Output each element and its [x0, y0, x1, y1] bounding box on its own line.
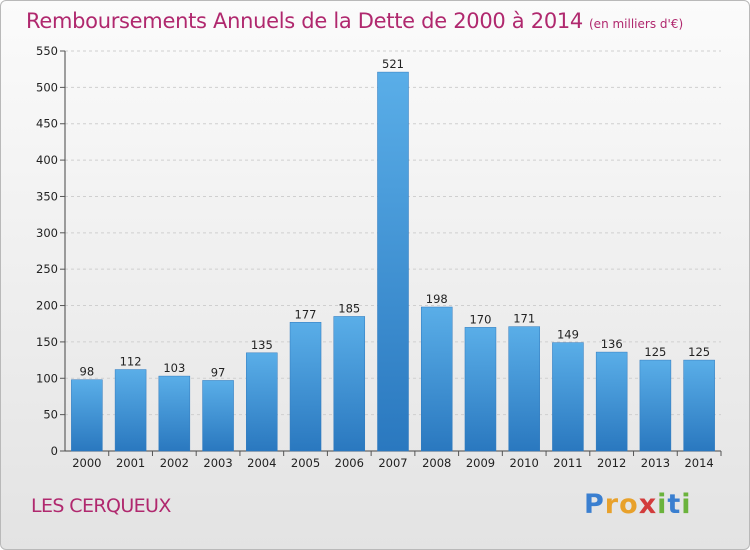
x-tick-label: 2011	[553, 456, 582, 470]
value-label: 135	[251, 338, 273, 352]
bar	[202, 380, 234, 452]
logo-letter: o	[619, 489, 639, 520]
value-label: 125	[688, 345, 710, 359]
x-tick-label: 2010	[510, 456, 539, 470]
x-tick-label: 2001	[116, 456, 145, 470]
x-axis-ticks: 2000 2001 2002 2003 2004 2005 2006 2007 2008 2009…	[72, 451, 722, 470]
logo-letter: i	[657, 489, 668, 520]
bar	[114, 369, 147, 452]
bar	[683, 359, 715, 452]
logo-letter: r	[604, 489, 620, 520]
bar	[158, 375, 191, 452]
x-tick-label: 2000	[72, 456, 101, 470]
x-tick-label: 2013	[641, 456, 670, 470]
chart-title-text: Remboursements Annuels de la Dette de 20…	[26, 9, 583, 33]
y-axis-ticks: 0 50 100 150 200 250 300 350 400 450 500 550	[36, 44, 65, 458]
x-tick-label: 2009	[466, 456, 495, 470]
y-tick-label: 300	[36, 226, 58, 240]
bar	[246, 352, 278, 452]
value-label: 136	[601, 337, 623, 351]
value-label: 125	[644, 345, 666, 359]
chart-subtitle: (en milliers d'€)	[589, 17, 684, 31]
value-label: 97	[211, 365, 226, 379]
y-tick-label: 550	[36, 44, 58, 58]
x-tick-label: 2005	[291, 456, 320, 470]
y-tick-label: 500	[36, 80, 58, 94]
value-label: 103	[163, 361, 185, 375]
bar	[377, 71, 409, 452]
y-tick-label: 50	[43, 408, 58, 422]
y-tick-label: 400	[36, 153, 58, 167]
y-tick-label: 0	[51, 444, 58, 458]
x-tick-label: 2004	[247, 456, 276, 470]
value-label: 198	[426, 292, 448, 306]
value-label: 98	[80, 365, 95, 379]
logo-letter: x	[638, 489, 658, 520]
value-label: 149	[557, 328, 579, 342]
logo-letter: P	[584, 489, 605, 520]
proxiti-logo: Proxiti	[584, 489, 692, 520]
bar	[71, 379, 103, 452]
x-tick-label: 2007	[378, 456, 407, 470]
x-tick-label: 2002	[160, 456, 189, 470]
y-tick-label: 350	[36, 189, 58, 203]
chart-title: Remboursements Annuels de la Dette de 20…	[26, 9, 683, 33]
bar	[420, 306, 453, 452]
value-label: 177	[295, 307, 317, 321]
value-label: 112	[120, 355, 142, 369]
bar	[508, 326, 540, 452]
logo-letter: t	[667, 489, 682, 520]
y-tick-label: 150	[36, 335, 58, 349]
x-tick-label: 2006	[335, 456, 364, 470]
bar	[289, 322, 322, 452]
bar	[552, 342, 584, 452]
y-tick-label: 200	[36, 299, 58, 313]
y-tick-label: 250	[36, 262, 58, 276]
x-tick-label: 2003	[203, 456, 232, 470]
x-tick-label: 2012	[597, 456, 626, 470]
value-label: 521	[382, 57, 404, 71]
bar	[333, 316, 366, 452]
bar	[464, 327, 497, 452]
x-tick-label: 2008	[422, 456, 451, 470]
value-label: 170	[469, 312, 491, 326]
bar	[595, 351, 628, 452]
x-tick-label: 2014	[684, 456, 713, 470]
value-labels: 98 112 103 97 135 177 185 521 198 170 171 149 136 125…	[80, 57, 711, 379]
value-label: 185	[338, 301, 360, 315]
value-label: 171	[513, 312, 535, 326]
bar	[639, 359, 672, 452]
y-tick-label: 100	[36, 371, 58, 385]
commune-name: LES CERQUEUX	[31, 495, 171, 517]
bars	[71, 71, 715, 452]
y-tick-label: 450	[36, 117, 58, 131]
logo-letter: i	[681, 489, 692, 520]
